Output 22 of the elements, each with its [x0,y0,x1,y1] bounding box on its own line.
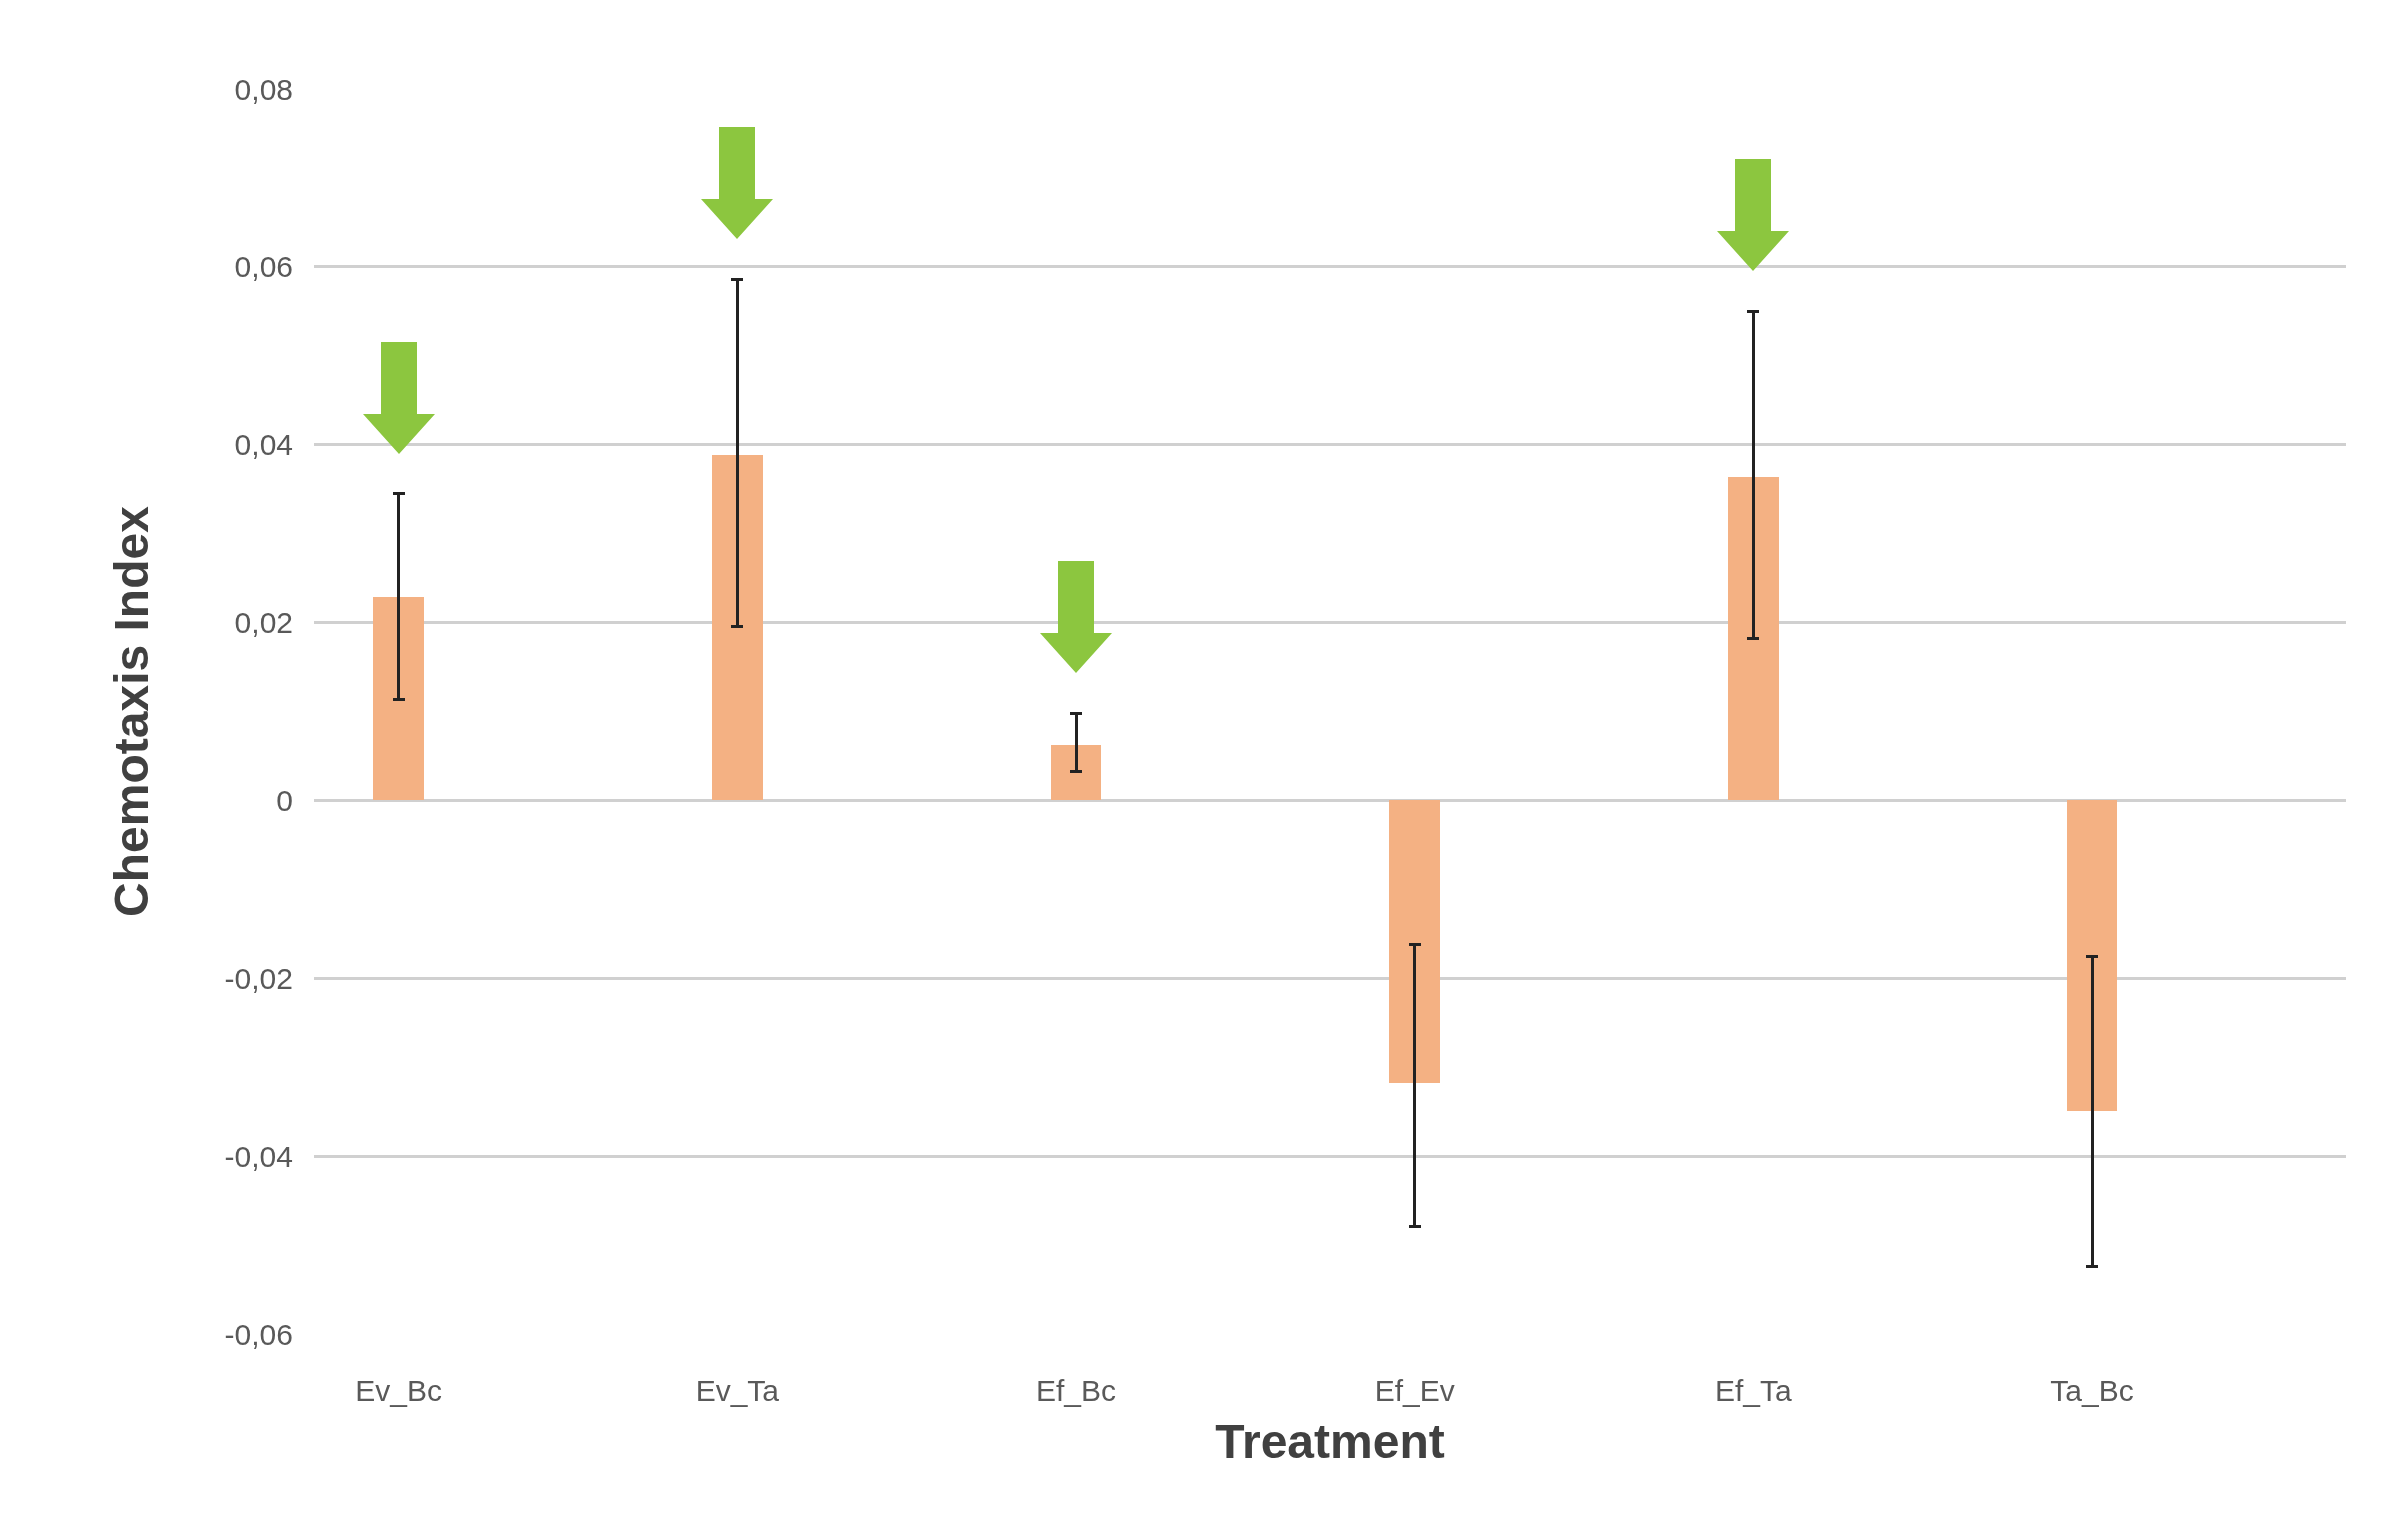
y-tick-label: 0 [276,783,293,817]
x-axis-title: Treatment [1215,1415,1445,1469]
x-tick-label: Ef_Bc [1035,1374,1117,1407]
y-tick-label: 0,02 [234,606,293,640]
bar [373,597,424,800]
x-tick-label: Ev_Bc [355,1374,443,1407]
y-axis-title: Chemotaxis Index [105,505,159,917]
x-tick-label: Ef_Ta [1714,1374,1792,1407]
bar [1728,477,1779,800]
x-tick-label: Ef_Ev [1374,1374,1455,1407]
bar [1051,745,1101,800]
y-tick-label: -0,04 [224,1139,293,1173]
y-tick-label: -0,02 [224,961,293,995]
y-tick-label: 0,08 [234,72,293,106]
x-tick-label: Ev_Ta [695,1374,780,1407]
y-tick-label: 0,04 [234,428,293,462]
bar [1389,800,1440,1083]
y-tick-label: -0,06 [224,1317,293,1351]
bar [712,455,763,800]
bar [2067,800,2117,1111]
x-tick-label: Ta_Bc [2050,1374,2134,1407]
y-tick-label: 0,06 [234,250,293,284]
